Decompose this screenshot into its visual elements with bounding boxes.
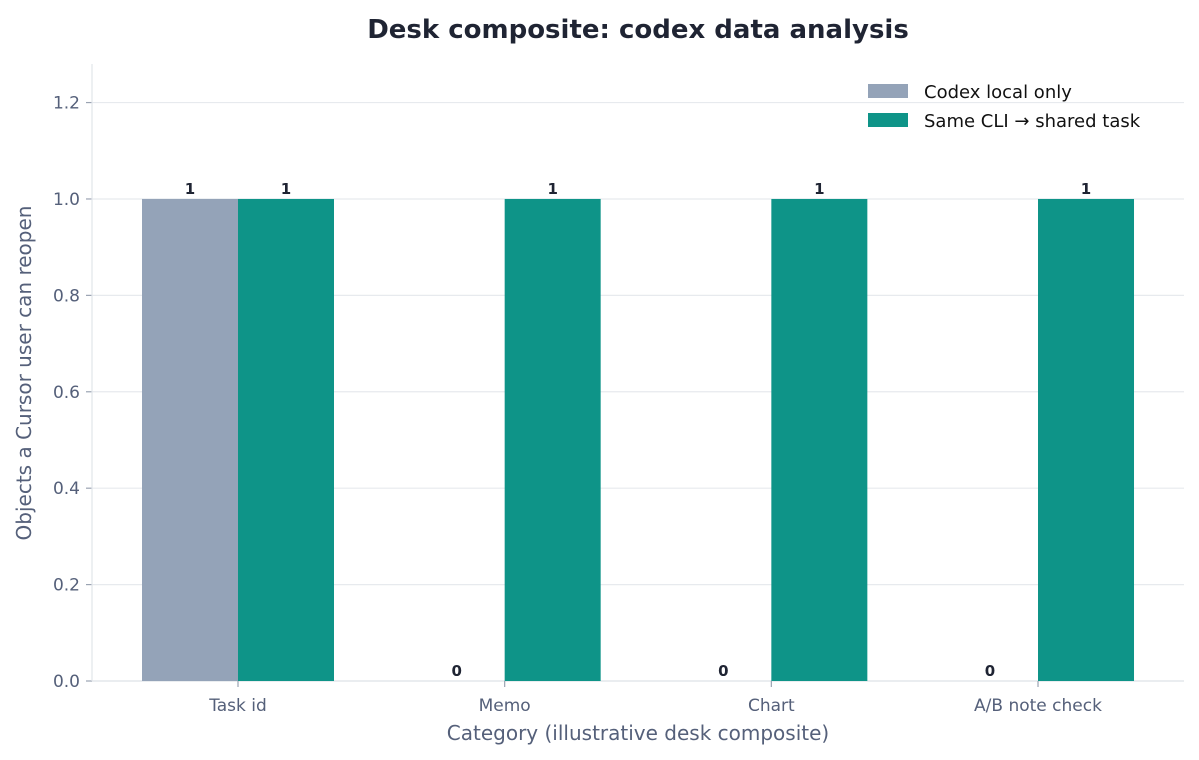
bar-value-label: 1 <box>814 180 824 198</box>
x-tick-label: Memo <box>479 696 531 716</box>
y-tick-label: 0.4 <box>53 479 80 499</box>
x-tick-label: A/B note check <box>974 696 1102 716</box>
y-tick-label: 0.2 <box>53 576 80 596</box>
bar-value-label: 1 <box>185 180 195 198</box>
legend-entry: Same CLI → shared task <box>924 111 1141 132</box>
y-axis-title: Objects a Cursor user can reopen <box>12 206 36 541</box>
x-tick-label: Task id <box>208 696 267 716</box>
y-tick-label: 1.0 <box>53 190 80 210</box>
bar-value-label: 1 <box>1081 180 1091 198</box>
bars <box>142 198 1135 681</box>
bar-shared-task <box>238 198 334 681</box>
axes: 0.0 0.2 0.4 0.6 0.8 1.0 1.2 Task id Memo Chart A/B… <box>53 64 1184 716</box>
bar-value-label: 0 <box>451 662 461 680</box>
bar-value-label: 1 <box>281 180 291 198</box>
y-tick-label: 0.6 <box>53 383 80 403</box>
y-tick-label: 0.0 <box>53 672 80 692</box>
legend-entry: Codex local only <box>924 82 1072 103</box>
data-labels: 1 1 0 1 0 1 0 1 <box>185 180 1091 680</box>
y-tick-label: 1.2 <box>53 94 80 114</box>
bar-shared-task <box>504 198 601 681</box>
y-tick-label: 0.8 <box>53 286 80 306</box>
bar-shared-task <box>771 198 868 681</box>
legend: Codex local only Same CLI → shared task <box>868 82 1141 132</box>
x-tick-label: Chart <box>748 696 795 716</box>
bar-value-label: 0 <box>718 662 728 680</box>
bar-value-label: 0 <box>985 662 995 680</box>
chart-title: Desk composite: codex data analysis <box>367 15 909 45</box>
bar-value-label: 1 <box>547 180 557 198</box>
bar-codex-local <box>142 198 238 681</box>
bar-shared-task <box>1038 198 1135 681</box>
legend-swatch <box>868 113 908 127</box>
x-axis-title: Category (illustrative desk composite) <box>447 721 829 745</box>
legend-swatch <box>868 84 908 98</box>
